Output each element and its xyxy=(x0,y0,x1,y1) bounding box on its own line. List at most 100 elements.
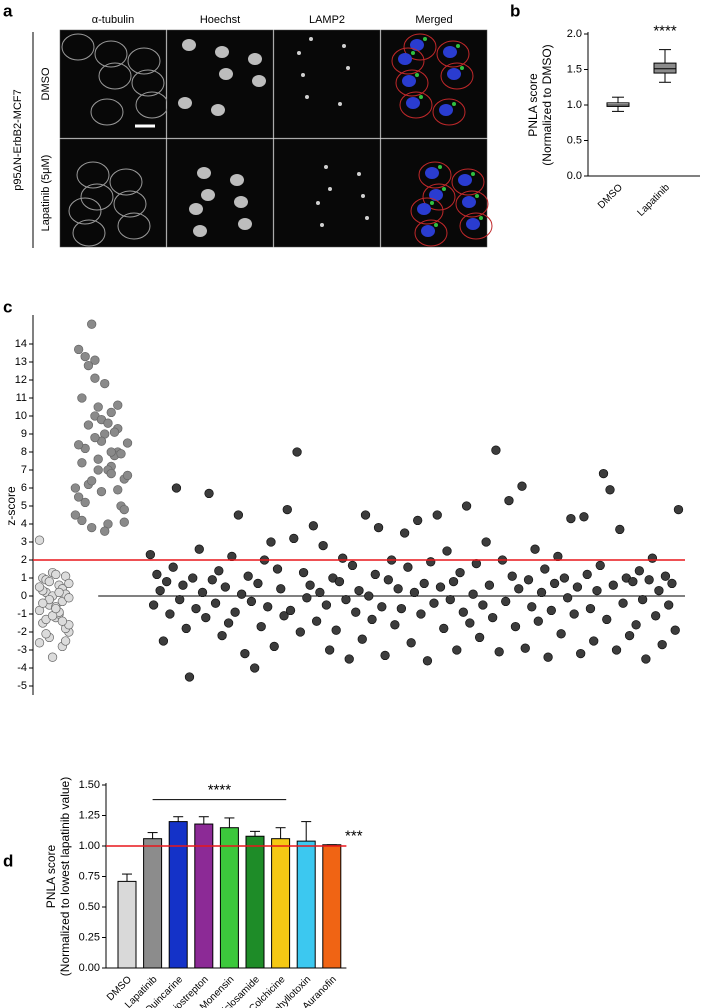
point xyxy=(602,614,612,625)
point xyxy=(357,634,367,644)
y-tick-label: 9 xyxy=(21,428,27,440)
row-label: DMSO xyxy=(40,67,52,100)
point xyxy=(162,576,172,587)
point xyxy=(631,620,641,630)
point xyxy=(223,618,234,628)
point xyxy=(308,521,319,531)
cell-outline xyxy=(90,98,124,126)
point xyxy=(455,567,465,578)
point xyxy=(34,638,45,648)
point xyxy=(207,575,217,585)
point xyxy=(103,418,113,428)
point xyxy=(122,470,133,481)
point xyxy=(38,598,48,608)
y-axis-label: PNLA score xyxy=(526,73,540,137)
point xyxy=(77,458,87,468)
point xyxy=(145,549,156,560)
point xyxy=(246,596,257,607)
panel-label: c xyxy=(3,297,12,316)
point xyxy=(615,524,625,535)
point xyxy=(334,576,345,587)
point xyxy=(579,512,589,522)
cell-outline xyxy=(98,62,132,90)
point xyxy=(197,587,208,598)
point xyxy=(556,629,566,639)
nucleus xyxy=(238,218,252,230)
point xyxy=(608,580,618,590)
point xyxy=(595,560,605,571)
y-tick-label: -4 xyxy=(17,662,27,674)
row-label: Lapatinib (5μM) xyxy=(40,155,52,232)
lysosome xyxy=(297,51,301,55)
point xyxy=(34,582,45,592)
cell-outline xyxy=(459,212,493,240)
lysosome xyxy=(361,194,365,198)
point xyxy=(266,537,276,547)
box xyxy=(653,62,677,74)
point xyxy=(315,587,325,598)
point xyxy=(272,564,283,574)
point xyxy=(178,580,188,590)
point xyxy=(390,620,400,630)
nucleus xyxy=(443,46,457,58)
cell-outline xyxy=(451,168,485,196)
lysosome xyxy=(301,73,305,77)
nucleus xyxy=(252,75,266,87)
point xyxy=(396,603,407,614)
nucleus xyxy=(425,167,439,179)
point xyxy=(370,569,380,580)
nucleus xyxy=(193,225,207,237)
bar xyxy=(143,838,163,969)
point xyxy=(100,526,110,536)
nucleus xyxy=(439,104,453,116)
point xyxy=(484,580,495,590)
cell-outline xyxy=(68,197,102,225)
point xyxy=(442,546,452,556)
point xyxy=(458,607,468,617)
point xyxy=(572,582,583,592)
point xyxy=(598,468,609,479)
point xyxy=(439,623,449,634)
lysosome xyxy=(328,187,332,191)
point xyxy=(233,510,244,520)
point xyxy=(282,504,292,515)
point xyxy=(530,544,540,554)
point xyxy=(383,575,393,585)
cell-outline xyxy=(440,62,474,90)
lysosome xyxy=(460,66,464,70)
point xyxy=(295,627,305,637)
point xyxy=(305,580,315,590)
point xyxy=(657,639,667,650)
y-tick-label: -3 xyxy=(17,644,27,656)
point xyxy=(311,616,322,626)
point xyxy=(491,445,501,455)
point xyxy=(452,645,462,655)
lysosome xyxy=(338,102,342,106)
point xyxy=(504,495,514,506)
point xyxy=(474,632,485,643)
cell-line-label: p95ΔN-ErbB2-MCF7 xyxy=(12,89,24,191)
point xyxy=(93,465,103,475)
point xyxy=(240,648,250,659)
point xyxy=(148,600,159,610)
nucleus xyxy=(466,218,480,230)
lysosome xyxy=(475,194,479,198)
point xyxy=(73,492,84,502)
point xyxy=(34,535,45,545)
nucleus xyxy=(182,39,196,51)
point xyxy=(341,594,351,605)
point xyxy=(416,609,426,619)
point xyxy=(201,612,211,623)
y-tick-label: 1.50 xyxy=(79,779,100,791)
lysosome xyxy=(411,51,415,55)
cell-outline xyxy=(422,183,456,211)
point xyxy=(637,594,648,605)
point xyxy=(220,582,230,592)
point xyxy=(158,636,169,646)
point xyxy=(501,596,511,607)
point xyxy=(106,447,116,457)
y-tick-label: 1 xyxy=(21,572,27,584)
point xyxy=(302,593,312,603)
significance: **** xyxy=(208,782,232,799)
cell-outline xyxy=(403,33,437,61)
